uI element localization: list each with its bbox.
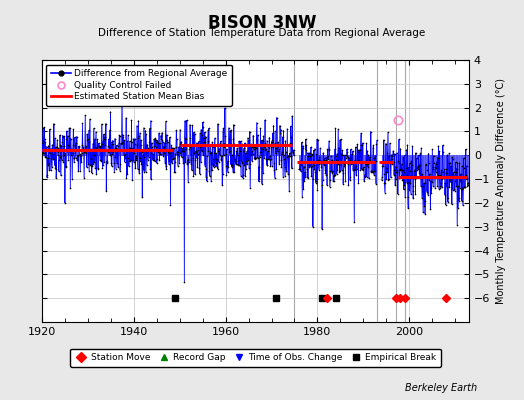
- Legend: Difference from Regional Average, Quality Control Failed, Estimated Station Mean: Difference from Regional Average, Qualit…: [47, 64, 232, 106]
- Legend: Station Move, Record Gap, Time of Obs. Change, Empirical Break: Station Move, Record Gap, Time of Obs. C…: [70, 348, 441, 366]
- Text: Difference of Station Temperature Data from Regional Average: Difference of Station Temperature Data f…: [99, 28, 425, 38]
- Text: BISON 3NW: BISON 3NW: [208, 14, 316, 32]
- Y-axis label: Monthly Temperature Anomaly Difference (°C): Monthly Temperature Anomaly Difference (…: [496, 78, 506, 304]
- Text: Berkeley Earth: Berkeley Earth: [405, 383, 477, 393]
